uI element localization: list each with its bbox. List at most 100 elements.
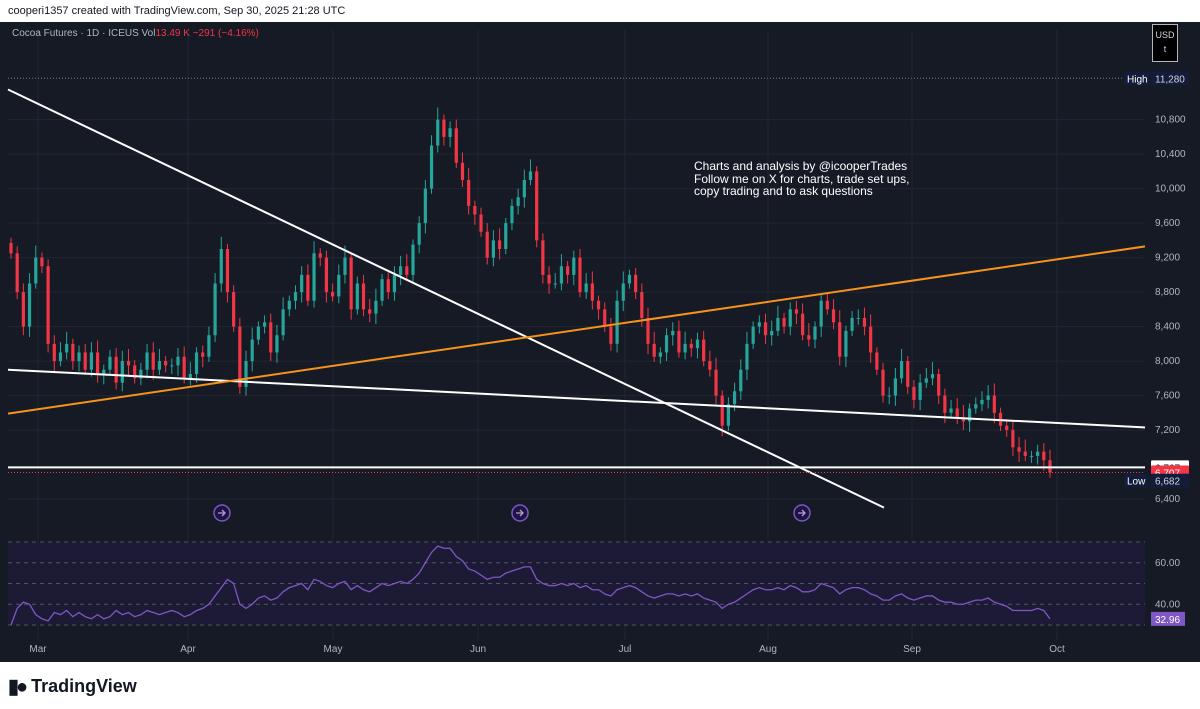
tradingview-logo[interactable]: ▮● TradingView [8, 674, 137, 699]
candle-body-74 [467, 180, 471, 206]
price-tick-7: 8,000 [1155, 356, 1180, 367]
candle-body-137 [856, 317, 860, 319]
brand-footer: ▮● TradingView [0, 662, 1200, 709]
price-tick-9: 7,200 [1155, 425, 1180, 436]
candle-body-100 [627, 274, 632, 284]
candle-body-45 [287, 300, 291, 310]
candle-body-158 [986, 395, 990, 400]
candle-48 [306, 264, 310, 306]
symbol-legend[interactable]: Cocoa Futures · 1D · ICEUS Vol13.49 K −2… [12, 28, 259, 39]
candle-74 [467, 167, 471, 215]
candles [9, 107, 1052, 478]
candle-135 [844, 325, 848, 368]
candle-27 [176, 348, 180, 376]
candle-body-95 [596, 300, 601, 310]
candle-body-24 [157, 361, 162, 370]
currency-selector[interactable]: USD t [1152, 24, 1178, 62]
candle-53 [337, 264, 341, 304]
candle-18 [120, 350, 124, 392]
candle-body-73 [460, 162, 465, 181]
candle-body-59 [374, 300, 378, 314]
candle-body-37 [238, 326, 242, 387]
candle-145 [906, 355, 910, 394]
candle-body-111 [695, 339, 700, 349]
candle-body-58 [368, 309, 372, 314]
price-tick-0: 10,800 [1155, 115, 1186, 126]
candle-body-92 [578, 257, 582, 293]
candle-83 [522, 169, 526, 208]
candle-body-156 [974, 404, 978, 409]
candle-body-122 [763, 322, 768, 336]
tradingview-logo-icon: ▮● [8, 676, 28, 698]
candle-97 [609, 317, 613, 351]
candle-7 [52, 335, 56, 372]
candle-body-1 [15, 253, 19, 293]
candle-91 [572, 250, 576, 286]
candle-93 [584, 273, 588, 300]
candle-body-86 [541, 240, 545, 275]
candle-body-143 [893, 378, 897, 396]
candle-63 [399, 255, 403, 286]
candle-body-128 [801, 313, 805, 336]
candle-body-130 [813, 326, 817, 340]
candle-body-57 [361, 283, 366, 310]
candle-33 [213, 273, 217, 343]
time-label-may: May [324, 644, 343, 655]
candle-body-39 [250, 339, 254, 362]
event-marker-arrow-2 [798, 509, 806, 517]
candle-161 [1005, 418, 1009, 437]
candle-88 [553, 273, 557, 289]
candle-64 [405, 254, 409, 281]
event-markers [213, 504, 811, 522]
candle-155 [968, 403, 972, 432]
candle-165 [1029, 450, 1034, 463]
time-label-jul: Jul [619, 644, 632, 655]
candle-35 [225, 243, 230, 303]
candle-146 [912, 380, 916, 409]
candle-body-66 [417, 223, 421, 245]
candle-body-109 [683, 343, 687, 353]
candle-159 [992, 383, 996, 424]
candle-body-18 [120, 361, 124, 383]
candle-100 [627, 269, 632, 289]
candle-124 [776, 305, 780, 337]
candle-body-47 [300, 274, 304, 293]
candle-body-123 [770, 330, 774, 336]
candle-26 [170, 358, 174, 375]
candle-94 [590, 271, 594, 310]
candle-121 [757, 315, 761, 334]
candle-body-148 [924, 378, 928, 383]
candle-body-50 [318, 253, 322, 258]
candle-body-68 [429, 145, 434, 189]
candle-body-131 [819, 300, 823, 327]
candle-body-149 [930, 374, 935, 379]
candle-67 [423, 180, 427, 234]
trendline-rising [7, 245, 1146, 415]
candle-79 [497, 228, 502, 260]
candle-body-44 [281, 309, 285, 336]
candle-body-113 [708, 361, 712, 370]
candle-body-93 [584, 283, 588, 293]
candle-body-164 [1023, 451, 1027, 456]
candle-body-84 [528, 171, 533, 181]
candle-body-107 [671, 330, 675, 336]
candle-body-119 [745, 343, 749, 370]
candle-body-8 [58, 352, 63, 362]
candle-body-117 [732, 391, 737, 405]
candle-body-135 [844, 330, 848, 357]
candle-38 [244, 350, 248, 396]
candle-162 [1011, 421, 1015, 456]
candle-24 [157, 349, 162, 375]
candle-body-13 [89, 352, 93, 370]
candle-body-162 [1011, 430, 1015, 448]
candle-body-5 [40, 257, 44, 267]
candle-body-101 [634, 274, 638, 293]
time-axis: Mar Apr May Jun Jul Aug Sep Oct [29, 644, 1065, 655]
candle-body-152 [949, 408, 953, 413]
candle-44 [281, 297, 285, 341]
candle-134 [838, 310, 842, 366]
candle-62 [392, 266, 397, 301]
candle-body-85 [535, 171, 539, 241]
candle-90 [566, 261, 570, 284]
